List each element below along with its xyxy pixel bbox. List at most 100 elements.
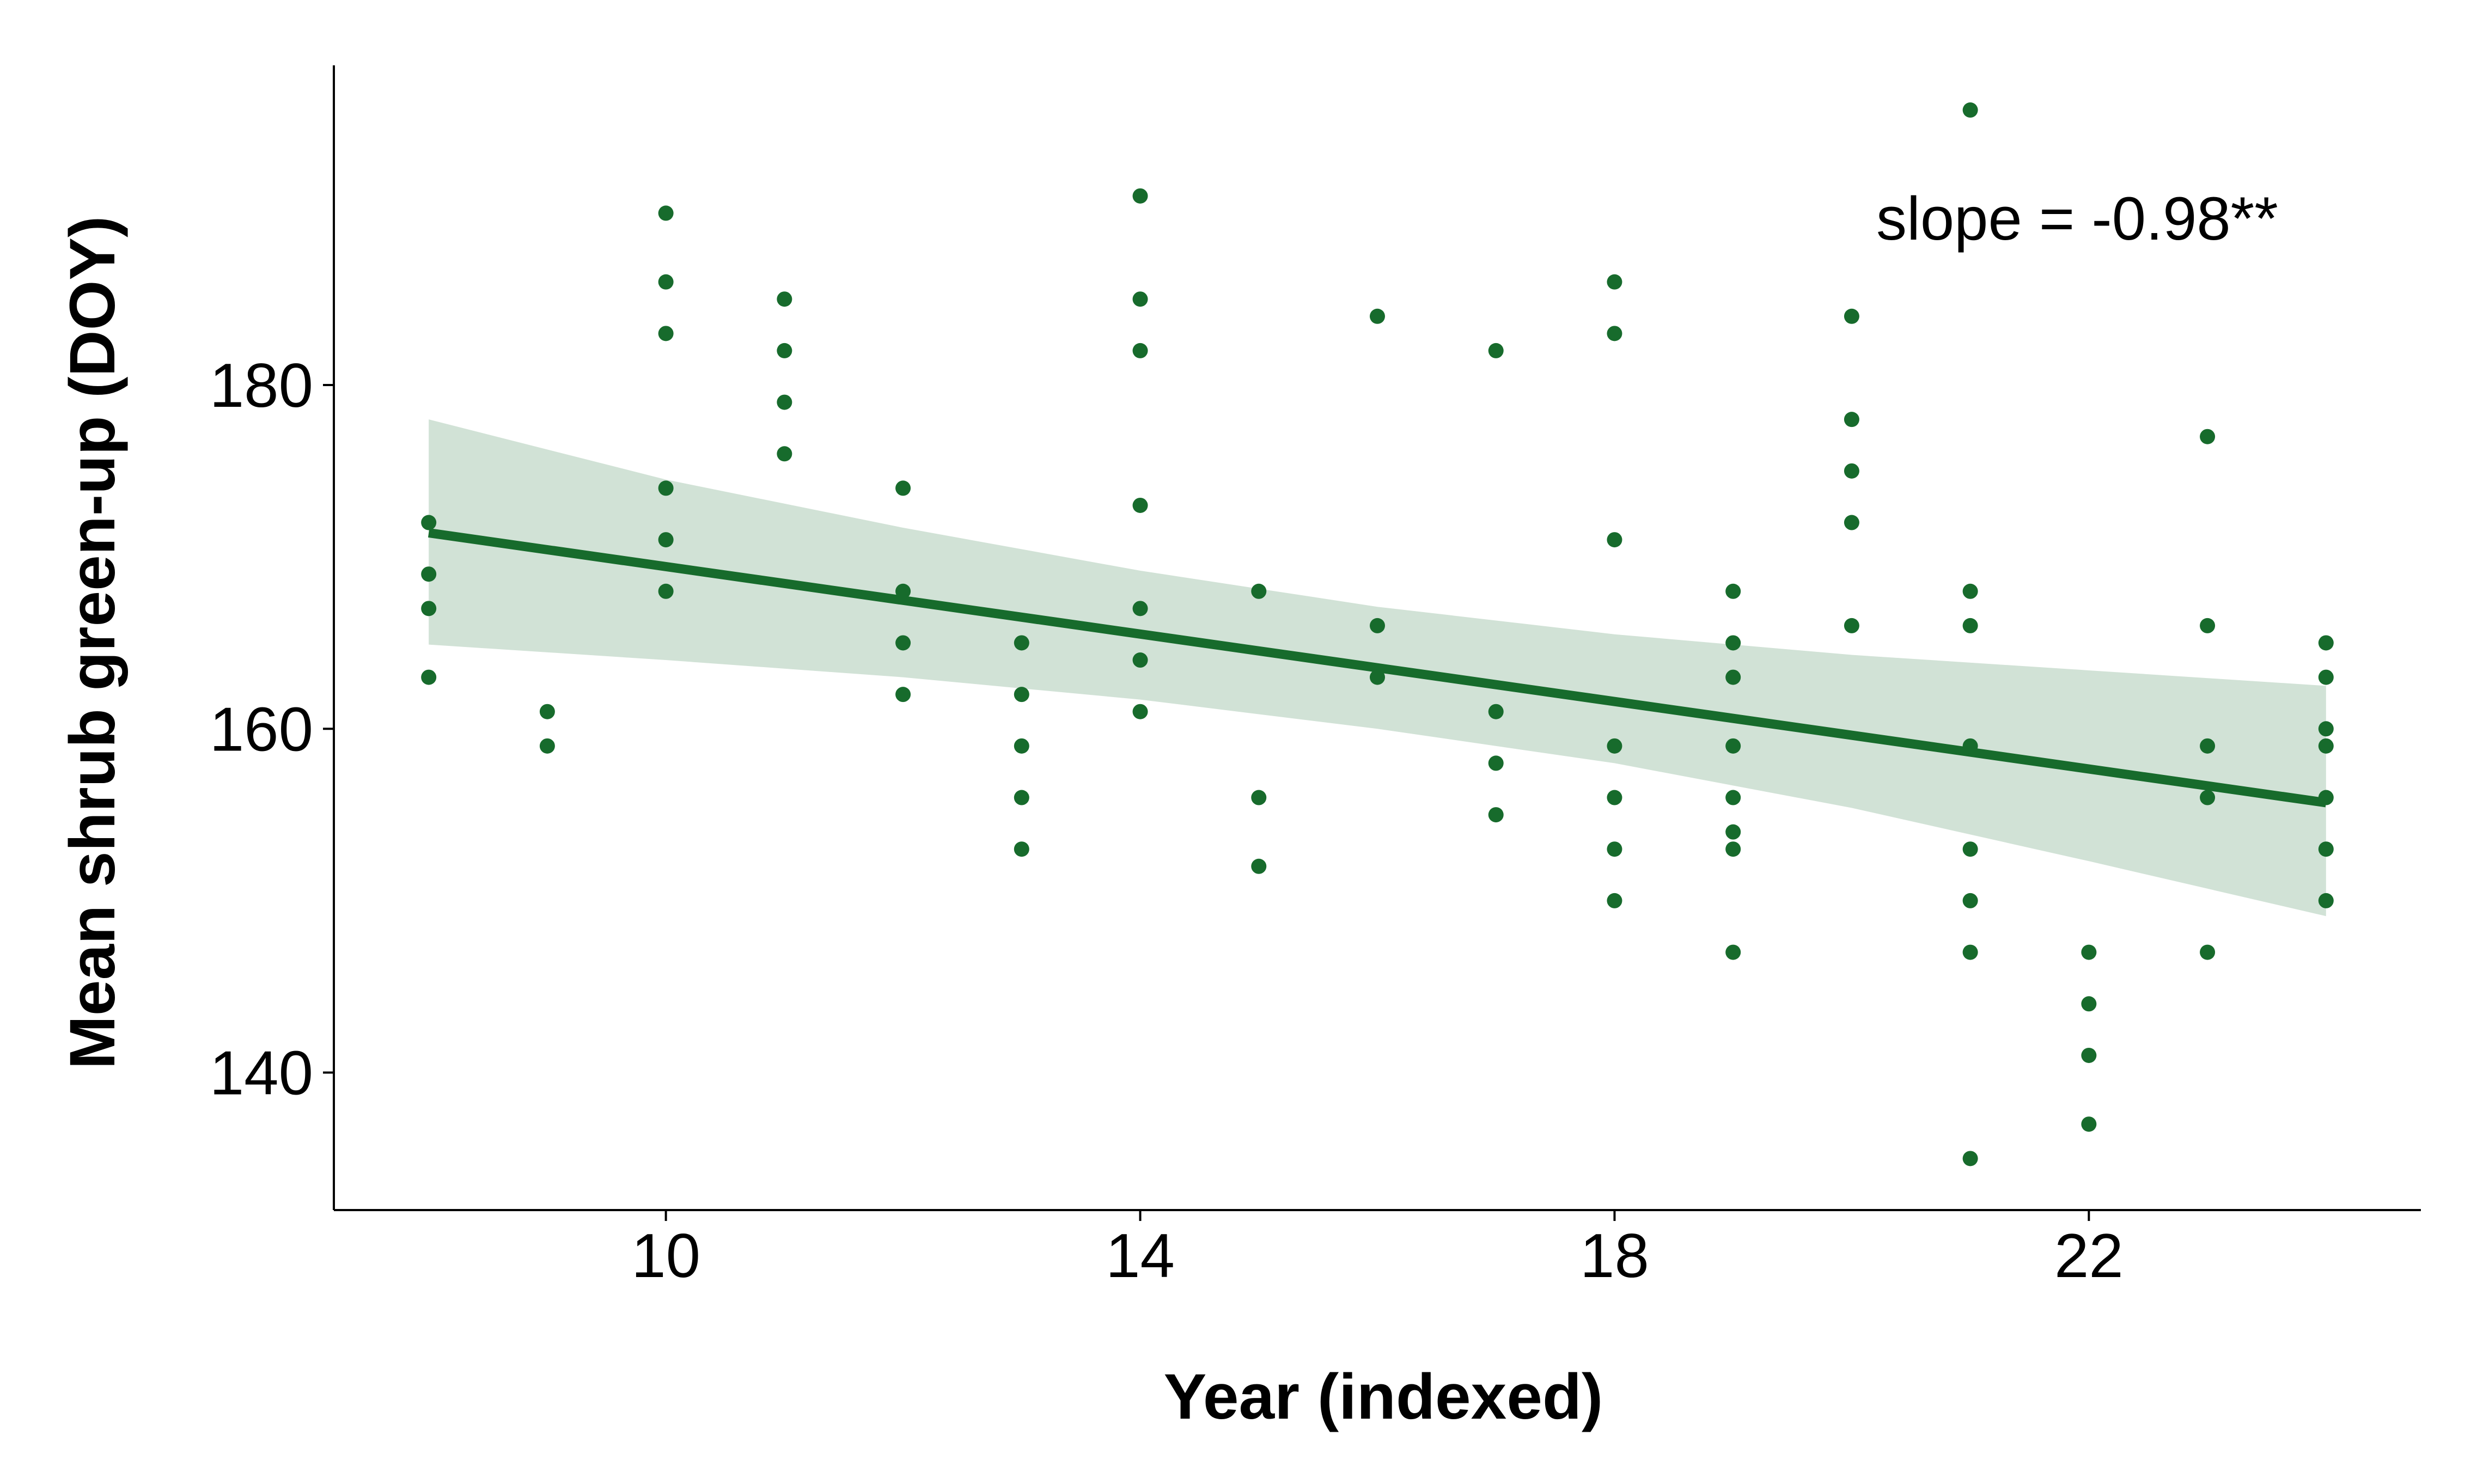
data-point: [1488, 343, 1504, 358]
data-point: [895, 583, 911, 599]
data-point: [421, 669, 437, 685]
data-point: [2200, 944, 2216, 960]
data-point: [1607, 532, 1622, 548]
data-point: [1132, 188, 1148, 204]
data-point: [1132, 652, 1148, 668]
data-point: [2318, 721, 2334, 737]
data-point: [895, 635, 911, 651]
data-point: [777, 394, 792, 410]
data-point: [2200, 618, 2216, 633]
data-point: [1725, 824, 1741, 840]
x-axis-title: Year (indexed): [1164, 1361, 1603, 1433]
data-point: [777, 343, 792, 358]
points-layer: [421, 102, 2334, 1167]
data-point: [1488, 704, 1504, 719]
data-point: [1844, 618, 1859, 633]
data-point: [1132, 343, 1148, 358]
data-point: [2081, 1116, 2097, 1132]
data-point: [1132, 601, 1148, 616]
data-point: [421, 515, 437, 530]
data-point: [1607, 274, 1622, 290]
data-point: [1607, 326, 1622, 341]
data-point: [1725, 841, 1741, 857]
x-tick-label: 22: [2054, 1222, 2124, 1291]
data-point: [2318, 790, 2334, 805]
axes: 10 14 18 22 140 160 180: [210, 65, 2421, 1291]
data-point: [539, 704, 555, 719]
data-point: [2081, 996, 2097, 1012]
data-point: [1725, 635, 1741, 651]
data-point: [421, 566, 437, 582]
data-point: [539, 738, 555, 754]
data-point: [1251, 790, 1267, 805]
data-point: [1251, 583, 1267, 599]
data-point: [658, 583, 674, 599]
data-point: [1962, 944, 1978, 960]
data-point: [1370, 669, 1385, 685]
data-point: [895, 480, 911, 496]
data-point: [1962, 583, 1978, 599]
data-point: [1962, 102, 1978, 118]
data-point: [1962, 738, 1978, 754]
data-point: [2318, 893, 2334, 908]
data-point: [1725, 944, 1741, 960]
data-point: [2200, 429, 2216, 444]
data-point: [1844, 463, 1859, 479]
data-point: [2318, 635, 2334, 651]
data-point: [2081, 1047, 2097, 1063]
data-point: [1014, 687, 1029, 703]
data-point: [1132, 497, 1148, 513]
data-point: [1014, 841, 1029, 857]
data-point: [1488, 755, 1504, 771]
data-point: [2318, 841, 2334, 857]
data-point: [1844, 308, 1859, 324]
data-point: [658, 532, 674, 548]
data-point: [1014, 738, 1029, 754]
data-point: [1844, 412, 1859, 428]
data-point: [777, 291, 792, 307]
data-point: [1607, 790, 1622, 805]
data-point: [421, 601, 437, 616]
x-tick-label: 14: [1106, 1222, 1175, 1291]
y-axis-title: Mean shrub green-up (DOY): [57, 216, 129, 1070]
x-tick-label: 18: [1580, 1222, 1649, 1291]
data-point: [1844, 515, 1859, 530]
data-point: [777, 446, 792, 462]
data-point: [658, 480, 674, 496]
data-point: [658, 326, 674, 341]
data-point: [2200, 738, 2216, 754]
data-point: [2200, 790, 2216, 805]
data-point: [1725, 669, 1741, 685]
data-point: [1132, 704, 1148, 719]
fit-line-layer: [428, 528, 2327, 808]
y-tick-label: 140: [210, 1039, 313, 1108]
data-point: [1251, 858, 1267, 874]
data-point: [1962, 1151, 1978, 1167]
data-point: [895, 687, 911, 703]
y-tick-label: 160: [210, 695, 313, 764]
data-point: [1725, 790, 1741, 805]
data-point: [2081, 944, 2097, 960]
data-point: [658, 274, 674, 290]
data-point: [1725, 738, 1741, 754]
data-point: [2318, 738, 2334, 754]
slope-annotation: slope = -0.98**: [1876, 185, 2278, 253]
fit-line: [428, 528, 2327, 808]
data-point: [1607, 738, 1622, 754]
data-point: [1607, 893, 1622, 908]
data-point: [1962, 618, 1978, 633]
data-point: [1962, 893, 1978, 908]
data-point: [1962, 841, 1978, 857]
data-point: [1370, 308, 1385, 324]
data-point: [1488, 807, 1504, 823]
y-tick-label: 180: [210, 351, 313, 420]
data-point: [658, 205, 674, 221]
data-point: [1370, 618, 1385, 633]
data-point: [1132, 291, 1148, 307]
data-point: [1607, 841, 1622, 857]
data-point: [1725, 583, 1741, 599]
data-point: [1014, 635, 1029, 651]
data-point: [2318, 669, 2334, 685]
x-tick-label: 10: [631, 1222, 700, 1291]
